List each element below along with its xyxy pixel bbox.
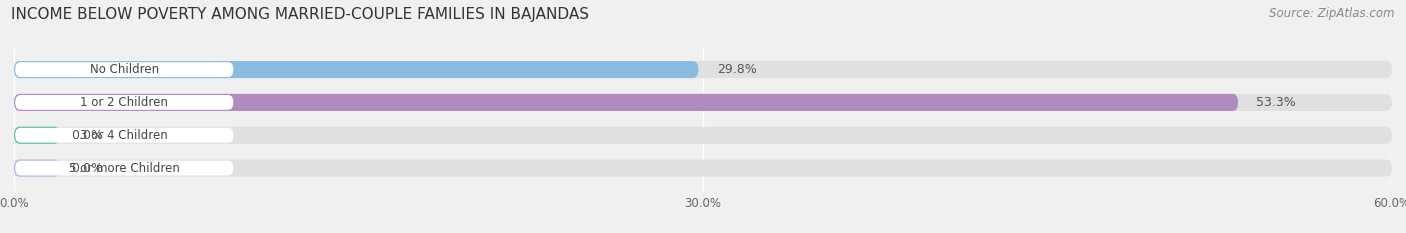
Text: INCOME BELOW POVERTY AMONG MARRIED-COUPLE FAMILIES IN BAJANDAS: INCOME BELOW POVERTY AMONG MARRIED-COUPL… [11,7,589,22]
FancyBboxPatch shape [15,62,233,77]
FancyBboxPatch shape [14,61,1392,78]
Text: 0.0%: 0.0% [72,129,104,142]
FancyBboxPatch shape [15,161,233,175]
Text: 0.0%: 0.0% [72,161,104,175]
Text: 5 or more Children: 5 or more Children [69,161,180,175]
Text: Source: ZipAtlas.com: Source: ZipAtlas.com [1270,7,1395,20]
FancyBboxPatch shape [15,95,233,110]
FancyBboxPatch shape [14,127,60,144]
Text: 3 or 4 Children: 3 or 4 Children [80,129,169,142]
Text: 53.3%: 53.3% [1257,96,1296,109]
FancyBboxPatch shape [14,61,699,78]
FancyBboxPatch shape [14,94,1239,111]
Text: No Children: No Children [90,63,159,76]
FancyBboxPatch shape [14,160,60,177]
FancyBboxPatch shape [14,160,1392,177]
FancyBboxPatch shape [15,128,233,143]
FancyBboxPatch shape [14,94,1392,111]
FancyBboxPatch shape [14,127,1392,144]
Text: 29.8%: 29.8% [717,63,756,76]
Text: 1 or 2 Children: 1 or 2 Children [80,96,169,109]
